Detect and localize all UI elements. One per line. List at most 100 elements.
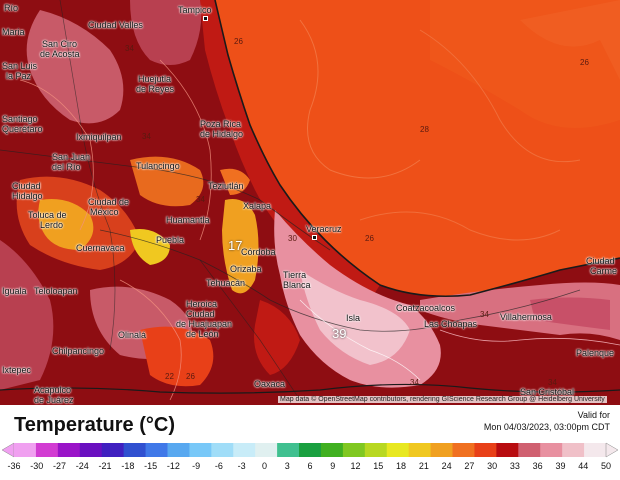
city-label: Maria [2, 27, 25, 37]
legend-title: Temperature (°C) [14, 414, 175, 436]
city-label: Toluca de [28, 210, 67, 220]
scale-tick-label: 24 [441, 461, 452, 471]
scale-segment [255, 443, 278, 457]
scale-tick-label: 33 [509, 461, 520, 471]
city-marker [203, 16, 208, 21]
contour-label: 34 [410, 378, 419, 387]
scale-segment [145, 443, 168, 457]
city-label: Ciudad Valles [88, 20, 143, 30]
city-label: de Acosta [40, 49, 80, 59]
city-label: México [90, 207, 119, 217]
contour-label: 26 [186, 372, 195, 381]
city-label: de Juárez [34, 395, 74, 405]
city-label: Ciudad [12, 181, 41, 191]
scale-tick-label: -9 [192, 461, 201, 471]
scale-segment [57, 443, 81, 457]
temperature-value: 39 [332, 326, 347, 341]
scale-tick-label: -3 [237, 461, 246, 471]
scale-segment [277, 443, 300, 457]
city-marker [312, 235, 317, 240]
scale-segment [430, 443, 454, 457]
city-label: la Paz [6, 71, 32, 81]
contour-label: 26 [365, 234, 374, 243]
city-label: Tehuacán [206, 278, 246, 288]
city-label: Carme [590, 266, 618, 276]
scale-arrow-left [1, 442, 15, 458]
scale-segment [101, 443, 125, 457]
scale-tick-label: -21 [98, 461, 112, 471]
scale-tick-label: -15 [144, 461, 158, 471]
map-attribution[interactable]: Map data © OpenStreetMap contributors, r… [278, 396, 607, 403]
scale-segment [364, 443, 388, 457]
city-label: Blanca [283, 280, 311, 290]
city-label: Orizaba [230, 264, 262, 274]
city-label: Tampico [178, 5, 212, 15]
city-label: San Luis [2, 61, 38, 71]
city-label: Heroica [186, 299, 218, 309]
city-label: Veracruz [306, 224, 342, 234]
scale-segment [35, 443, 59, 457]
scale-tick-label: 36 [532, 461, 543, 471]
city-label: Ixmiquilpan [76, 132, 122, 142]
city-label: Córdoba [241, 247, 276, 257]
city-label: de Reyes [136, 84, 175, 94]
city-label: de Hidalgo [200, 129, 244, 139]
city-label: de Huajuapan [176, 319, 233, 329]
city-label: Santiago [2, 114, 38, 124]
city-label: de León [186, 329, 219, 339]
scale-segment [123, 443, 147, 457]
valid-for-label: Valid for [577, 410, 610, 420]
scale-segment [452, 443, 475, 457]
map-canvas [0, 0, 620, 405]
city-label: San Juan [52, 152, 91, 162]
contour-label: 34 [196, 195, 205, 204]
color-scale-bar [0, 440, 620, 460]
contour-label: 34 [125, 44, 134, 53]
city-label: Las Choapas [424, 319, 478, 329]
city-label: Tierra [283, 270, 307, 280]
scale-tick-label: 39 [555, 461, 566, 471]
city-label: Ciudad [186, 309, 215, 319]
scale-tick-label: -6 [214, 461, 223, 471]
city-label: Huamantla [166, 215, 210, 225]
city-label: Puebla [156, 235, 185, 245]
valid-time: Mon 04/03/2023, 03:00pm CDT [483, 422, 610, 432]
city-label: Querétaro [2, 124, 43, 134]
city-label: Iguala [2, 286, 27, 296]
temperature-map[interactable]: 26 26 28 26 30 34 34 34 39 17 34 34 34 2… [0, 0, 620, 405]
scale-tick-label: -36 [7, 461, 21, 471]
scale-tick-label: -24 [75, 461, 89, 471]
city-label: San Cristóbal [520, 387, 575, 397]
scale-tick-label: 15 [373, 461, 384, 471]
scale-segment [584, 443, 607, 457]
city-label: Ciudad [586, 256, 615, 266]
coastline [214, 0, 620, 298]
city-label: Isla [346, 313, 361, 323]
city-label: Villahermosa [500, 312, 552, 322]
city-label: Olinalá [118, 330, 147, 340]
scale-tick-label: 27 [464, 461, 475, 471]
scale-tick-label: 6 [307, 461, 313, 471]
scale-segment [233, 443, 256, 457]
scale-segment [79, 443, 103, 457]
city-label: Cuernavaca [76, 243, 125, 253]
city-label: Chilpancingo [52, 346, 105, 356]
scale-tick-label: 44 [578, 461, 589, 471]
contour-label: 22 [165, 372, 174, 381]
city-label: Ciudad de [88, 197, 130, 207]
color-scale [1, 442, 619, 458]
scale-tick-label: 21 [418, 461, 429, 471]
legend-panel [0, 405, 620, 480]
scale-segment [518, 443, 541, 457]
contour-label: 30 [288, 234, 297, 243]
scale-segment [562, 443, 585, 457]
scale-segment [167, 443, 190, 457]
city-label: Coatzacoalcos [396, 303, 456, 313]
scale-tick-label: 9 [330, 461, 336, 471]
city-label: Lerdo [40, 220, 64, 230]
scale-segment [189, 443, 212, 457]
scale-segment [211, 443, 234, 457]
city-label: Palenque [576, 348, 615, 358]
city-label: Ixtepec [2, 365, 32, 375]
